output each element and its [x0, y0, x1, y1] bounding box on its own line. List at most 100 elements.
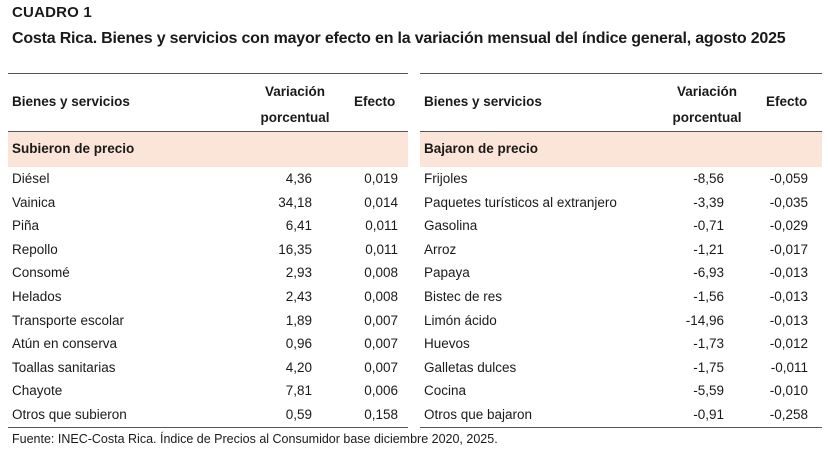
table-row: Toallas sanitarias 4,20 0,007: [8, 356, 408, 380]
variation-value: 4,20: [285, 359, 312, 375]
variation-value: 4,36: [285, 171, 312, 186]
variation-value: -5,59: [693, 383, 724, 399]
table-row: Bistec de res -1,56 -0,013: [420, 285, 822, 309]
table-row: Gasolina -0,71 -0,029: [420, 214, 822, 238]
item-name: Cocina: [424, 383, 467, 399]
effect-value: 0,006: [364, 383, 398, 399]
item-name: Consomé: [12, 265, 70, 281]
table-row: Paquetes turísticos al extranjero -3,39 -0…: [420, 191, 822, 215]
column-header-variation-line1: Variación: [264, 84, 326, 99]
item-name: Papaya: [424, 265, 470, 281]
variation-value: -1,56: [693, 288, 724, 304]
effect-value: -0,059: [769, 171, 808, 186]
table-row: Frijoles -8,56 -0,059: [420, 167, 822, 191]
column-header-variation: Variación porcentual: [254, 79, 336, 131]
item-name: Huevos: [424, 336, 470, 352]
right-table-header: Bienes y servicios Variación porcentual …: [420, 73, 822, 132]
item-name: Vainica: [12, 194, 56, 210]
variation-value: 7,81: [285, 383, 312, 399]
variation-value: 34,18: [278, 194, 312, 210]
table-row: Atún en conserva 0,96 0,007: [8, 332, 408, 356]
left-table-header: Bienes y servicios Variación porcentual …: [8, 73, 408, 132]
effect-value: 0,008: [364, 265, 398, 281]
effect-value: 0,007: [364, 359, 398, 375]
variation-value: 16,35: [278, 241, 312, 257]
variation-value: 0,59: [285, 406, 312, 422]
variation-value: -0,71: [693, 218, 724, 234]
item-name: Toallas sanitarias: [12, 359, 116, 375]
item-name: Bistec de res: [424, 288, 503, 304]
right-rows: Frijoles -8,56 -0,059 Paquetes turísticos a…: [420, 167, 822, 428]
table-row: Arroz -1,21 -0,017: [420, 238, 822, 262]
right-table-panel: Bienes y servicios Variación porcentual …: [420, 73, 822, 428]
table-row: Repollo 16,35 0,011: [8, 238, 408, 262]
column-header-variation-line2: porcentual: [672, 110, 742, 125]
item-name: Frijoles: [424, 171, 468, 186]
variation-value: -8,56: [693, 171, 724, 186]
table-row: Piña 6,41 0,011: [8, 214, 408, 238]
item-name: Gasolina: [424, 218, 478, 234]
effect-value: 0,008: [364, 288, 398, 304]
variation-value: -1,21: [693, 241, 724, 257]
variation-value: 1,89: [285, 312, 312, 328]
table-row: Transporte escolar 1,89 0,007: [8, 309, 408, 333]
left-rows: Diésel 4,36 0,019 Vainica 34,18 0,014 Piña 6,41…: [8, 167, 408, 428]
variation-value: -3,39: [693, 194, 724, 210]
item-name: Otros que bajaron: [424, 406, 533, 422]
group-header-decreased: Bajaron de precio: [420, 132, 822, 167]
effect-value: -0,258: [769, 406, 808, 422]
effect-value: -0,010: [769, 383, 808, 399]
variation-value: -0,91: [693, 406, 724, 422]
table-row: Consomé 2,93 0,008: [8, 261, 408, 285]
item-name: Repollo: [12, 241, 58, 257]
effect-value: 0,011: [365, 218, 398, 234]
column-header-name: Bienes y servicios: [424, 94, 542, 109]
effect-value: 0,007: [364, 336, 398, 352]
table-label: CUADRO 1: [12, 4, 92, 21]
column-header-name: Bienes y servicios: [12, 94, 130, 109]
table-row: Chayote 7,81 0,006: [8, 379, 408, 403]
table-row: Helados 2,43 0,008: [8, 285, 408, 309]
item-name: Paquetes turísticos al extranjero: [424, 194, 617, 210]
column-header-effect: Efecto: [766, 94, 808, 109]
table-row: Limón ácido -14,96 -0,013: [420, 309, 822, 333]
variation-value: 2,43: [285, 288, 312, 304]
variation-value: -6,93: [693, 265, 724, 281]
item-name: Transporte escolar: [12, 312, 125, 328]
item-name: Diésel: [12, 171, 50, 186]
table-row: Papaya -6,93 -0,013: [420, 261, 822, 285]
variation-value: 0,96: [285, 336, 312, 352]
table-title: Costa Rica. Bienes y servicios con mayor…: [12, 30, 786, 47]
group-label: Bajaron de precio: [424, 141, 539, 156]
effect-value: -0,013: [769, 312, 808, 328]
table-row: Otros que bajaron -0,91 -0,258: [420, 403, 822, 427]
group-label: Subieron de precio: [12, 141, 135, 156]
effect-value: -0,013: [769, 265, 808, 281]
effect-value: -0,035: [769, 194, 808, 210]
table-row: Vainica 34,18 0,014: [8, 191, 408, 215]
column-header-variation: Variación porcentual: [666, 79, 748, 131]
effect-value: -0,017: [769, 241, 808, 257]
table-row: Galletas dulces -1,75 -0,011: [420, 356, 822, 380]
item-name: Arroz: [424, 241, 457, 257]
effect-value: 0,019: [364, 171, 398, 186]
effect-value: -0,012: [769, 336, 808, 352]
table-row: Otros que subieron 0,59 0,158: [8, 403, 408, 427]
effect-value: 0,158: [364, 406, 398, 422]
variation-value: -14,96: [685, 312, 724, 328]
variation-value: -1,73: [693, 336, 724, 352]
item-name: Helados: [12, 288, 62, 304]
effect-value: 0,011: [365, 241, 398, 257]
column-header-effect: Efecto: [354, 94, 396, 109]
table-row: Cocina -5,59 -0,010: [420, 379, 822, 403]
item-name: Chayote: [12, 383, 63, 399]
column-header-variation-line2: porcentual: [260, 110, 330, 125]
item-name: Otros que subieron: [12, 406, 127, 422]
item-name: Galletas dulces: [424, 359, 517, 375]
group-header-increased: Subieron de precio: [8, 132, 408, 167]
effect-value: 0,014: [364, 194, 398, 210]
table-row: Diésel 4,36 0,019: [8, 167, 408, 191]
source-note: Fuente: INEC-Costa Rica. Índice de Preci…: [12, 432, 498, 446]
variation-value: 6,41: [285, 218, 312, 234]
variation-value: 2,93: [285, 265, 312, 281]
